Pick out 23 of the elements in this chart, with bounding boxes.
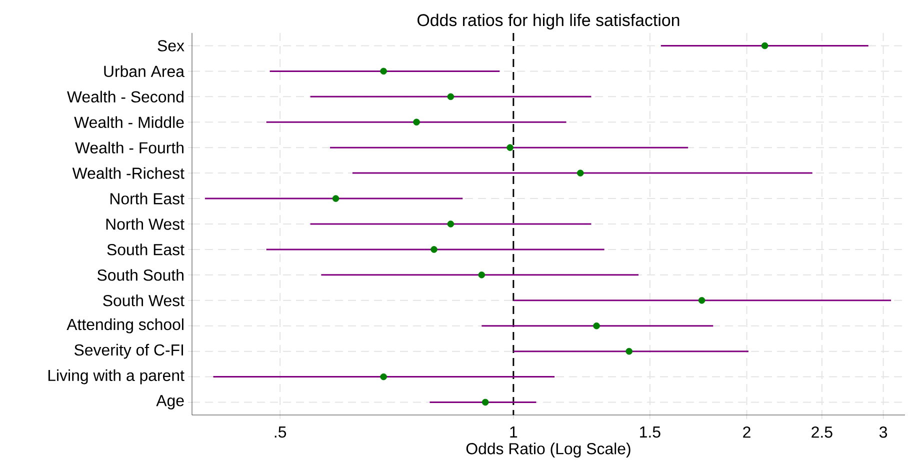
y-tick-label: Age xyxy=(156,395,184,410)
y-tick-label: Severity of C-FI xyxy=(74,344,184,359)
y-tick-label: South South xyxy=(97,269,184,281)
y-tick-label: Attending school xyxy=(66,318,184,334)
y-tick-label: Living with a parent xyxy=(48,369,184,384)
x-tick-label: 2.5 xyxy=(812,426,832,438)
y-tick-label: South West xyxy=(103,294,184,306)
x-tick-label: 1.5 xyxy=(640,426,660,438)
chart-title: Odds ratios for high life satisfaction xyxy=(418,14,680,30)
y-tick-label: North West xyxy=(106,218,184,230)
x-tick-label: 3 xyxy=(879,426,888,438)
x-tick-label: 2 xyxy=(743,426,750,438)
x-axis-title: Odds Ratio (Log Scale) xyxy=(466,442,630,458)
x-tick-label: 1 xyxy=(510,426,518,438)
y-tick-label: South East xyxy=(107,244,184,256)
y-tick-label: Wealth - Middle xyxy=(74,116,184,128)
x-tick-label: .5 xyxy=(274,426,286,438)
y-tick-label: Wealth - Fourth xyxy=(75,142,184,154)
y-tick-label: Sex xyxy=(158,40,184,52)
y-tick-label: North East xyxy=(110,192,184,204)
y-tick-label: Urban Area xyxy=(104,65,184,78)
y-tick-label: Wealth - Second xyxy=(67,90,184,103)
y-tick-label: Wealth -Richest xyxy=(72,167,184,179)
